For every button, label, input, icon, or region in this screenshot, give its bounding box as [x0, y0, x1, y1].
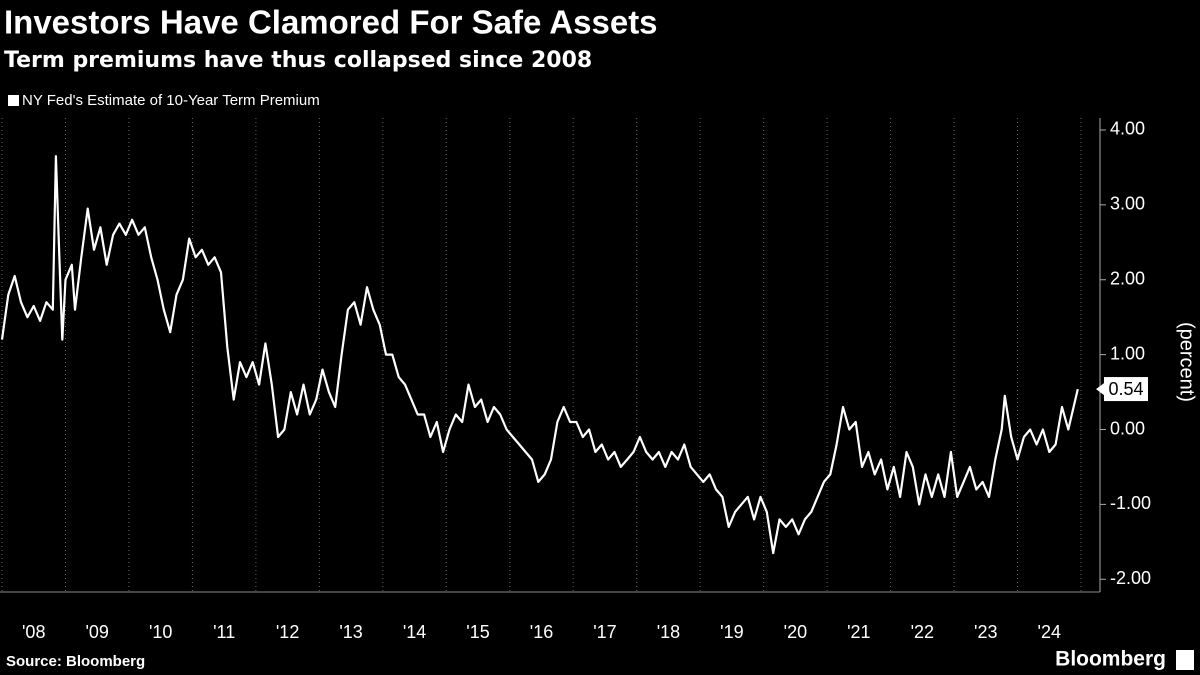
y-tick-label: -1.00 [1110, 493, 1151, 513]
chart-title: Investors Have Clamored For Safe Assets [4, 4, 658, 41]
x-tick-label: '17 [593, 622, 616, 642]
chart-subtitle: Term premiums have thus collapsed since … [4, 48, 592, 73]
x-tick-label: '14 [403, 622, 426, 642]
x-tick-label: '08 [22, 622, 45, 642]
x-tick-label: '12 [276, 622, 299, 642]
logo: Bloomberg [1055, 648, 1166, 671]
source: Source: Bloomberg [6, 653, 145, 670]
y-tick-label: 1.00 [1110, 343, 1145, 363]
x-tick-label: '11 [213, 622, 235, 642]
y-tick-label: 2.00 [1110, 268, 1145, 288]
x-tick-label: '20 [784, 622, 807, 642]
x-tick-label: '22 [911, 622, 934, 642]
last-value-label: 0.54 [1108, 379, 1143, 399]
y-tick-label: 4.00 [1110, 119, 1145, 139]
x-tick-label: '24 [1038, 622, 1061, 642]
x-tick-label: '21 [847, 622, 870, 642]
y-tick-label: 3.00 [1110, 194, 1145, 214]
line-series [0, 155, 1079, 555]
y-tick-label: -2.00 [1110, 568, 1151, 588]
logo-icon [1176, 650, 1194, 670]
legend-label: NY Fed's Estimate of 10-Year Term Premiu… [22, 92, 320, 109]
x-tick-label: '23 [974, 622, 997, 642]
x-tick-label: '19 [720, 622, 743, 642]
last-value-pointer [1096, 383, 1104, 396]
y-tick-label: 0.00 [1110, 418, 1145, 438]
last-value-box [1104, 377, 1148, 402]
x-tick-label: '13 [339, 622, 362, 642]
x-tick-label: '15 [466, 622, 489, 642]
y-axis-label: (percent) [1176, 322, 1198, 402]
x-tick-label: '16 [530, 622, 553, 642]
x-tick-label: '10 [149, 622, 172, 642]
legend-swatch [8, 95, 19, 106]
x-tick-label: '18 [657, 622, 680, 642]
x-tick-label: '09 [85, 622, 108, 642]
